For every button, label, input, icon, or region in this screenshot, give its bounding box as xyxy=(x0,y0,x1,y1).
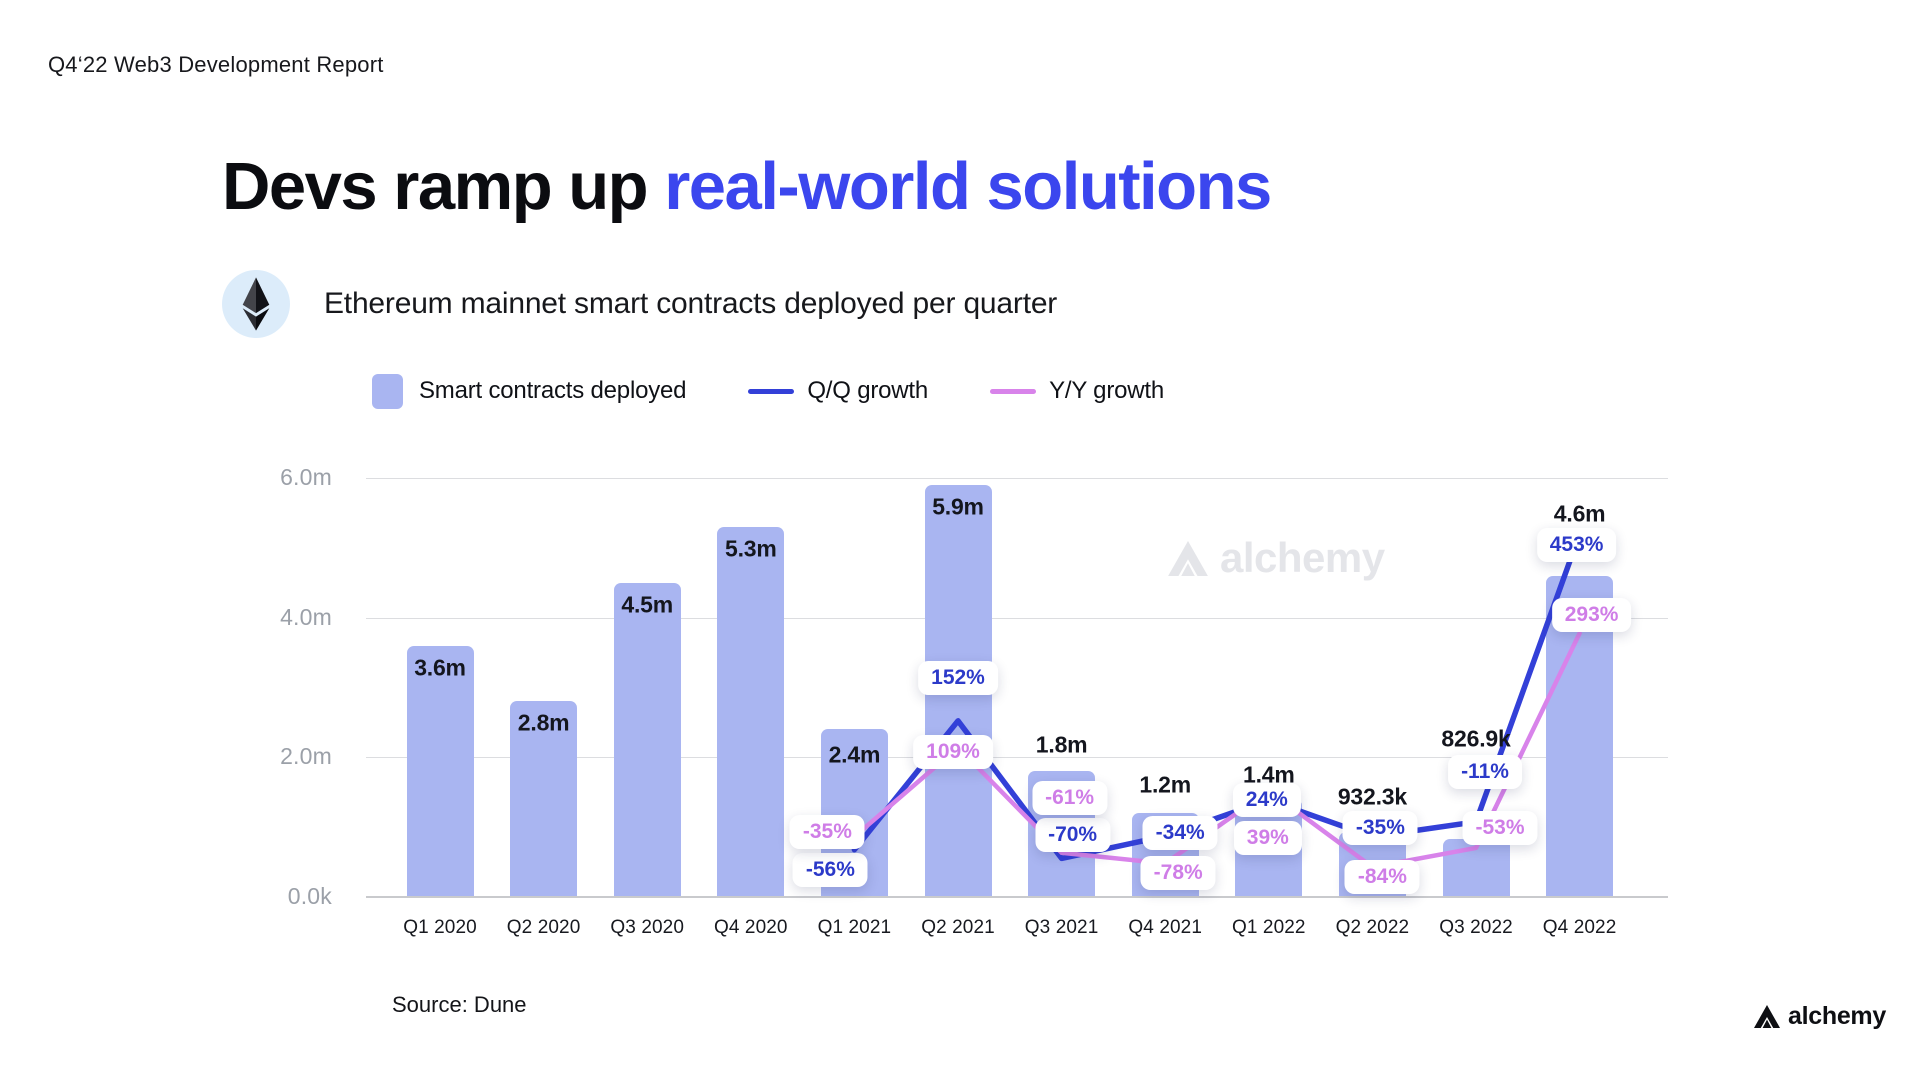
bar-value-label: 3.6m xyxy=(414,654,466,681)
qq-growth-callout: -56% xyxy=(792,852,868,887)
yy-growth-callout: -84% xyxy=(1344,860,1420,895)
alchemy-logo-icon xyxy=(1754,1005,1780,1028)
yy-growth-callout: 39% xyxy=(1233,820,1302,855)
yy-growth-callout: 293% xyxy=(1551,598,1632,633)
qq-growth-callout: -35% xyxy=(1342,810,1418,845)
x-axis-label: Q2 2021 xyxy=(921,917,995,938)
qq-growth-line xyxy=(851,531,1583,862)
bar-value-label: 1.2m xyxy=(1139,771,1191,798)
y-axis-label: 2.0m xyxy=(280,743,332,770)
title-plain-text: Devs ramp up xyxy=(222,149,665,224)
gridline xyxy=(366,757,1668,759)
qq-growth-callout: -34% xyxy=(1142,816,1218,851)
x-axis-label: Q1 2021 xyxy=(817,917,892,938)
y-axis-label: 0.0k xyxy=(287,882,332,909)
legend-line-marker xyxy=(990,388,1037,394)
legend-label: Y/Y growth xyxy=(1049,377,1165,404)
legend-swatch xyxy=(372,373,403,409)
legend-line-marker xyxy=(748,388,795,394)
report-title: Q4‘22 Web3 Development Report xyxy=(48,52,384,77)
watermark-text: alchemy xyxy=(1220,534,1385,581)
bar-value-label: 4.5m xyxy=(621,591,673,618)
title-accent: real-world solutions xyxy=(664,149,1272,224)
qq-growth-callout: 24% xyxy=(1232,783,1301,818)
bar-q4-2020 xyxy=(717,526,785,897)
yy-growth-callout: 109% xyxy=(913,735,993,770)
legend-label: Smart contracts deployed xyxy=(419,377,687,404)
bar-value-label: 5.9m xyxy=(932,493,984,520)
chart-subtitle: Ethereum mainnet smart contracts deploye… xyxy=(324,287,1058,320)
ethereum-icon xyxy=(242,277,270,331)
bar-q1-2020 xyxy=(406,645,474,897)
x-axis-label: Q2 2022 xyxy=(1335,917,1410,938)
x-axis-label: Q3 2021 xyxy=(1024,917,1099,938)
x-axis-label: Q4 2021 xyxy=(1128,917,1202,938)
bar-q3-2020 xyxy=(613,582,681,897)
qq-growth-callout: 453% xyxy=(1536,528,1617,563)
alchemy-logo: alchemy xyxy=(1754,1002,1886,1031)
y-axis-label: 6.0m xyxy=(280,463,332,490)
yy-growth-callout: -53% xyxy=(1462,810,1538,845)
qq-growth-callout: 152% xyxy=(918,660,998,695)
bar-value-label: 5.3m xyxy=(724,535,777,562)
x-axis-label: Q4 2020 xyxy=(714,917,788,938)
gridline xyxy=(366,478,1668,479)
watermark: alchemy xyxy=(1168,534,1385,582)
ethereum-icon-badge xyxy=(222,270,290,338)
page-title: Devs ramp up real-world solutions xyxy=(222,148,1272,225)
bar-value-label: 932.3k xyxy=(1337,783,1407,810)
x-axis-label: Q2 2020 xyxy=(506,917,581,938)
legend-label: Q/Q growth xyxy=(807,377,929,404)
bar-value-label: 826.9k xyxy=(1441,725,1511,752)
gridline xyxy=(366,617,1668,619)
yy-growth-callout: -78% xyxy=(1140,856,1216,891)
x-axis-label: Q3 2022 xyxy=(1439,917,1513,938)
y-axis-label: 4.0m xyxy=(280,603,332,630)
yy-growth-callout: -35% xyxy=(789,814,865,849)
x-axis-label: Q3 2020 xyxy=(610,917,684,938)
source-label: Source: Dune xyxy=(392,992,527,1017)
bar-value-label: 1.8m xyxy=(1035,731,1088,758)
subtitle-row: Ethereum mainnet smart contracts deploye… xyxy=(222,270,1057,338)
x-axis-label: Q1 2020 xyxy=(403,917,477,938)
x-axis-line xyxy=(366,896,1668,898)
alchemy-logo-icon xyxy=(1168,540,1208,576)
qq-growth-callout: -70% xyxy=(1035,818,1111,853)
x-axis-label: Q4 2022 xyxy=(1542,917,1617,938)
qq-growth-callout: -11% xyxy=(1448,754,1522,789)
bar-q2-2020 xyxy=(510,701,578,897)
alchemy-logo-text: alchemy xyxy=(1788,1002,1886,1030)
bar-value-label: 2.4m xyxy=(828,741,881,768)
chart-legend: Smart contracts deployed Q/Q growth Y/Y gr… xyxy=(372,371,1164,411)
yy-growth-callout: -61% xyxy=(1032,780,1108,815)
bar-value-label: 4.6m xyxy=(1553,500,1606,527)
bar-value-label: 2.8m xyxy=(517,709,570,736)
x-axis-label: Q1 2022 xyxy=(1232,917,1306,938)
